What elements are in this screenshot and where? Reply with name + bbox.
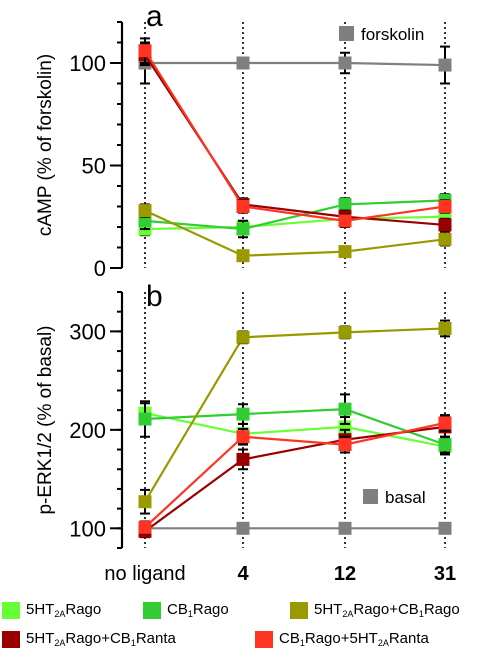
series-line xyxy=(144,54,446,227)
series-line xyxy=(144,209,446,257)
x-category-label: 12 xyxy=(334,563,356,585)
legend-swatch xyxy=(255,630,273,648)
legend-label: 5HT2ARago+CB1Ranta xyxy=(26,630,176,648)
data-point xyxy=(438,232,452,246)
data-point xyxy=(338,325,352,339)
data-point xyxy=(236,407,250,421)
data-point xyxy=(338,214,352,228)
series-5ht2arago-cb1rago xyxy=(138,319,452,515)
inline-legend: forskolin xyxy=(339,25,424,44)
series-cb1rago xyxy=(138,193,452,239)
inline-legend-label: forskolin xyxy=(361,25,424,44)
data-point xyxy=(338,197,352,211)
data-point xyxy=(338,438,352,452)
data-point xyxy=(138,204,152,218)
data-point xyxy=(138,495,152,509)
series-5ht2arago-cb1ranta xyxy=(138,43,452,233)
y-tick-label: 300 xyxy=(69,319,106,344)
data-point xyxy=(138,520,152,534)
series-line xyxy=(145,61,446,67)
data-point xyxy=(438,321,452,335)
legend-item-5ht2arago-cb1ranta: 5HT2ARago+CB1Ranta xyxy=(2,628,176,650)
x-category-label: no ligand xyxy=(104,563,185,585)
data-point xyxy=(438,218,452,232)
legend-label: CB1Rago+5HT2ARanta xyxy=(279,630,429,648)
legend-swatch xyxy=(143,601,161,619)
data-point xyxy=(236,222,250,236)
legend-label: 5HT2ARago xyxy=(26,601,102,619)
legend-item-cb1rago: CB1Rago xyxy=(143,599,229,621)
y-axis-title: p-ERK1/2 (% of basal) xyxy=(35,325,56,514)
data-point xyxy=(236,330,250,344)
y-tick-label: 100 xyxy=(69,516,106,541)
series-line xyxy=(144,425,446,533)
y-tick-label: 100 xyxy=(69,51,106,76)
y-tick-label: 50 xyxy=(82,154,106,179)
data-point xyxy=(236,200,250,213)
figure: a 0 50 100 cAMP (% of forskolin) forskolin b 10… xyxy=(35,0,456,585)
data-point xyxy=(236,249,250,263)
series-cb1rago-5ht2aranta xyxy=(138,37,452,228)
data-point xyxy=(438,438,452,452)
legend-label: CB1Rago xyxy=(167,601,229,619)
data-point xyxy=(236,56,250,70)
x-category-label: 4 xyxy=(237,563,249,585)
y-tick-label: 200 xyxy=(69,418,106,443)
legend-item-5ht2arago-cb1rago: 5HT2ARago+CB1Rago xyxy=(290,599,460,621)
legend-swatch xyxy=(290,601,308,619)
legend-swatch xyxy=(2,601,20,619)
series-line xyxy=(144,408,446,446)
data-point xyxy=(236,521,250,535)
legend-item-5ht2arago: 5HT2ARago xyxy=(2,599,101,621)
series-cb1rago-5ht2aranta xyxy=(138,414,452,535)
series-forskolin-or-basal xyxy=(138,41,452,85)
series-line xyxy=(144,50,446,222)
data-point xyxy=(338,56,352,70)
legend-swatch xyxy=(2,630,20,648)
inline-legend: basal xyxy=(363,488,426,507)
panel-a: a 0 50 100 cAMP (% of forskolin) forskolin xyxy=(35,0,452,281)
data-point xyxy=(236,430,250,444)
data-point xyxy=(138,44,152,58)
series-forskolin-or-basal xyxy=(138,521,452,535)
y-tick-label: 0 xyxy=(94,256,106,281)
panel-letter: a xyxy=(146,0,163,33)
legend-label: 5HT2ARago+CB1Rago xyxy=(314,601,460,619)
data-point xyxy=(338,245,352,259)
data-point xyxy=(438,521,452,535)
data-point xyxy=(338,402,352,416)
y-axis-title: cAMP (% of forskolin) xyxy=(35,54,56,236)
series-line xyxy=(144,412,446,448)
series-line xyxy=(144,215,446,231)
series-line xyxy=(144,421,446,529)
panel-b: b 100 200 300 p-ERK1/2 (% of basal) basal xyxy=(35,280,452,549)
series-line xyxy=(144,327,446,503)
legend: 5HT2ARago CB1Rago 5HT2ARago+CB1Rago 5HT2… xyxy=(0,592,493,652)
x-category-label: 31 xyxy=(434,563,456,585)
data-point xyxy=(338,521,352,535)
series-cb1rago xyxy=(138,393,452,454)
data-point xyxy=(438,416,452,430)
series-line xyxy=(144,199,446,231)
data-point xyxy=(138,412,152,426)
inline-legend-swatch xyxy=(363,489,378,504)
data-point xyxy=(236,452,250,466)
data-point xyxy=(438,200,452,213)
inline-legend-label: basal xyxy=(385,488,426,507)
panel-letter: b xyxy=(146,280,163,313)
legend-item-cb1rago-5ht2aranta: CB1Rago+5HT2ARanta xyxy=(255,628,429,650)
series-5ht2arago-cb1rago xyxy=(138,203,452,263)
data-point xyxy=(438,58,452,72)
inline-legend-swatch xyxy=(339,26,354,41)
